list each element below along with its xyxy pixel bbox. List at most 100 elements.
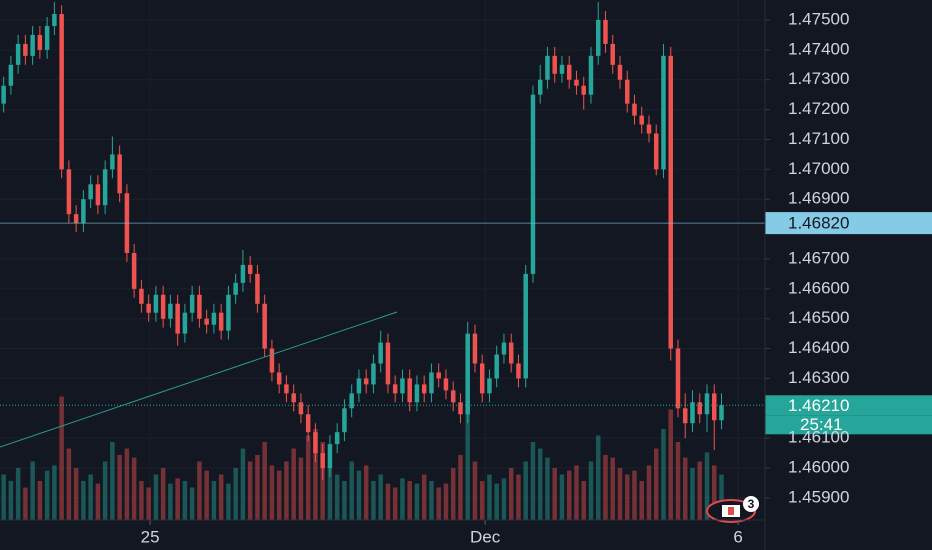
volume-bar (690, 468, 695, 520)
candle-body (501, 342, 507, 355)
candle-body (146, 303, 151, 313)
candle-body (371, 363, 376, 385)
volume-bar (15, 468, 21, 520)
volume-bar (574, 465, 579, 520)
y-tick-label: 1.47400 (788, 39, 849, 58)
volume-bar (472, 461, 478, 520)
volume-bar (508, 468, 514, 520)
volume-bar (334, 474, 340, 520)
candle-body (182, 312, 188, 334)
candle-body (291, 393, 296, 403)
candle-body (168, 303, 173, 319)
volume-bar (400, 478, 405, 520)
candle-body (632, 103, 637, 116)
volume-bar (668, 409, 673, 520)
candle-body (559, 64, 565, 74)
volume-bar (537, 448, 543, 520)
volume-bar (262, 442, 267, 520)
volume-bar (479, 481, 485, 520)
volume-bar (378, 474, 383, 520)
volume-bar (168, 483, 173, 520)
volume-bar (566, 470, 572, 520)
candle-body (269, 348, 275, 373)
candle-body (363, 378, 369, 385)
candle-body (218, 312, 224, 331)
candle-body (8, 64, 14, 86)
y-tick-label: 1.46700 (788, 248, 849, 267)
candle-body (610, 43, 615, 65)
countdown-label: 25:41 (800, 415, 843, 434)
candle-body (639, 115, 644, 125)
last-price-label: 1.46210 (788, 396, 849, 415)
volume-bar (269, 465, 275, 520)
candle-body (95, 184, 101, 206)
axes: 1.47500 1.47400 1.47300 1.47200 1.47100 1.470… (0, 0, 849, 550)
volume-bar (588, 461, 594, 520)
volume-bar (342, 481, 347, 520)
candle-body (110, 154, 115, 170)
candle-body (349, 393, 354, 409)
candle-body (81, 199, 86, 224)
volume-bar (291, 448, 296, 520)
candle-body (153, 294, 159, 313)
volume-bar (719, 474, 724, 520)
candle-body (131, 252, 137, 289)
trend-line[interactable] (0, 311, 398, 448)
volume-pane (1, 396, 724, 520)
candle-body (284, 384, 289, 394)
candle-body (472, 333, 478, 364)
volume-bar (146, 487, 151, 520)
volume-bar (44, 470, 50, 520)
candle-body (595, 20, 601, 56)
y-tick-label: 1.46900 (788, 189, 849, 208)
volume-bar (458, 455, 463, 520)
y-tick-label: 1.45900 (788, 487, 849, 506)
candle-body (429, 372, 434, 394)
volume-bar (414, 483, 420, 520)
volume-bar (407, 481, 412, 520)
candle-body (581, 85, 586, 95)
volume-bar (559, 474, 565, 520)
crosshair-tag (765, 212, 932, 235)
crosshair-label: 1.46820 (788, 214, 849, 233)
candle-body (697, 402, 702, 415)
volume-bar (52, 465, 57, 520)
candle-body (356, 378, 362, 394)
volume-bar (117, 455, 122, 520)
candle-body (117, 154, 122, 194)
candle-body (262, 303, 267, 349)
volume-bar (298, 457, 304, 520)
volume-bar (81, 481, 86, 520)
candle-body (240, 264, 246, 283)
volume-bar (392, 487, 398, 520)
y-tick-label: 1.46400 (788, 338, 849, 357)
candle-body (211, 312, 217, 325)
candle-body (675, 348, 681, 409)
volume-bar (8, 481, 14, 520)
volume-bar (436, 487, 441, 520)
volume-bar (697, 461, 702, 520)
volume-bar (646, 465, 652, 520)
volume-bar (450, 468, 456, 520)
candle-body (52, 14, 57, 26)
candle-body (88, 184, 93, 200)
volume-bar (327, 468, 333, 520)
volume-bar (494, 483, 499, 520)
volume-bar (124, 448, 130, 520)
volume-bar (73, 468, 79, 520)
candle-body (545, 55, 550, 80)
candle-body (574, 79, 579, 86)
x-tick-label: 6 (733, 527, 742, 546)
candle-body (508, 342, 514, 364)
volume-bar (320, 442, 325, 520)
candle-body (624, 79, 630, 104)
candle-body (523, 273, 528, 379)
candle-body (276, 372, 282, 385)
y-tick-label: 1.46600 (788, 278, 849, 297)
volume-bar (545, 457, 550, 520)
volume-bar (501, 478, 507, 520)
candle-body (704, 393, 710, 415)
x-tick-label: Dec (470, 527, 501, 546)
volume-bar (175, 478, 180, 520)
